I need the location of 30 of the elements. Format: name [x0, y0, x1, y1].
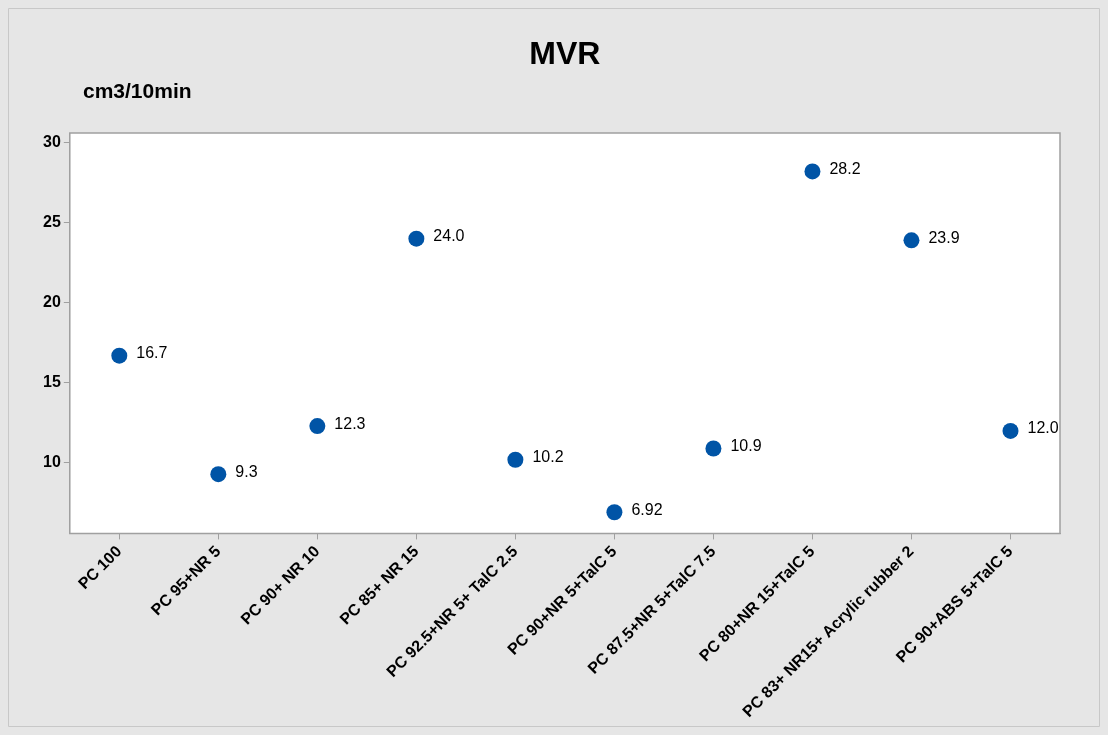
y-tick-label: 15 [43, 373, 61, 391]
data-label: 9.3 [235, 462, 258, 480]
point [804, 163, 821, 180]
point [210, 466, 227, 483]
point [1002, 422, 1019, 439]
data-label: 12.0 [1027, 419, 1059, 437]
data-label: 10.2 [532, 448, 564, 466]
point [606, 504, 623, 521]
y-tick-label: 25 [43, 213, 61, 231]
point [507, 451, 524, 468]
chart-title: MVR [529, 34, 601, 71]
point [309, 418, 326, 435]
y-tick-label: 10 [43, 453, 61, 471]
y-tick-label: 30 [43, 133, 61, 151]
y-tick-label: 20 [43, 293, 61, 311]
data-label: 10.9 [730, 436, 762, 454]
x-tick-label: PC 85+ NR 15 [336, 542, 422, 628]
x-tick-label: PC 90+ NR 10 [237, 542, 323, 628]
point [903, 232, 920, 249]
x-tick-label: PC 100 [74, 542, 125, 593]
y-axis-title: cm3/10min [83, 78, 192, 102]
data-label: 16.7 [136, 344, 168, 362]
point [111, 347, 128, 364]
point [408, 230, 425, 247]
data-label: 23.9 [928, 228, 960, 246]
point [705, 440, 722, 457]
data-label: 6.92 [631, 500, 663, 518]
data-label: 12.3 [334, 414, 366, 432]
data-label: 28.2 [829, 159, 861, 177]
data-label: 24.0 [433, 227, 465, 245]
